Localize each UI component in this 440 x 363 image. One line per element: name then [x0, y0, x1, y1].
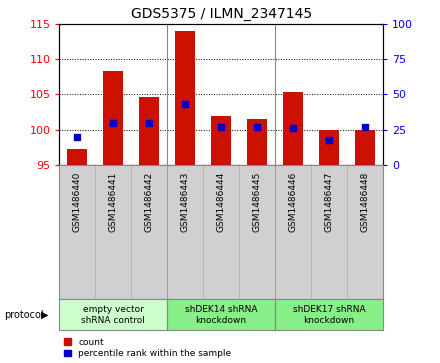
Bar — [275, 299, 383, 330]
Text: empty vector
shRNA control: empty vector shRNA control — [81, 305, 145, 325]
Text: ▶: ▶ — [40, 310, 48, 320]
Text: GSM1486446: GSM1486446 — [289, 172, 297, 232]
Legend: count, percentile rank within the sample: count, percentile rank within the sample — [64, 338, 231, 359]
Point — [182, 101, 189, 107]
Point — [290, 126, 297, 131]
Bar — [167, 299, 275, 330]
Bar — [283, 92, 303, 165]
Point — [218, 124, 225, 130]
Point — [146, 120, 153, 126]
Text: GSM1486447: GSM1486447 — [324, 172, 334, 232]
Title: GDS5375 / ILMN_2347145: GDS5375 / ILMN_2347145 — [131, 7, 312, 21]
Bar — [139, 97, 159, 165]
Text: GSM1486445: GSM1486445 — [253, 172, 261, 232]
Bar — [319, 130, 339, 165]
Text: protocol: protocol — [4, 310, 44, 320]
Text: GSM1486441: GSM1486441 — [109, 172, 118, 232]
Point — [361, 124, 368, 130]
Bar — [247, 119, 267, 165]
Text: GSM1486444: GSM1486444 — [216, 172, 226, 232]
Bar — [175, 30, 195, 165]
Point — [253, 124, 260, 130]
Text: GSM1486440: GSM1486440 — [73, 172, 82, 232]
Bar — [355, 130, 375, 165]
Bar — [59, 299, 167, 330]
Point — [74, 134, 81, 140]
Text: GSM1486442: GSM1486442 — [145, 172, 154, 232]
Text: GSM1486448: GSM1486448 — [360, 172, 369, 232]
Text: shDEK14 shRNA
knockdown: shDEK14 shRNA knockdown — [185, 305, 257, 325]
Text: GSM1486443: GSM1486443 — [181, 172, 190, 232]
Text: shDEK17 shRNA
knockdown: shDEK17 shRNA knockdown — [293, 305, 365, 325]
Point — [110, 120, 117, 126]
Bar — [211, 115, 231, 165]
Bar — [103, 71, 123, 165]
Bar — [67, 149, 87, 165]
Point — [326, 137, 333, 143]
